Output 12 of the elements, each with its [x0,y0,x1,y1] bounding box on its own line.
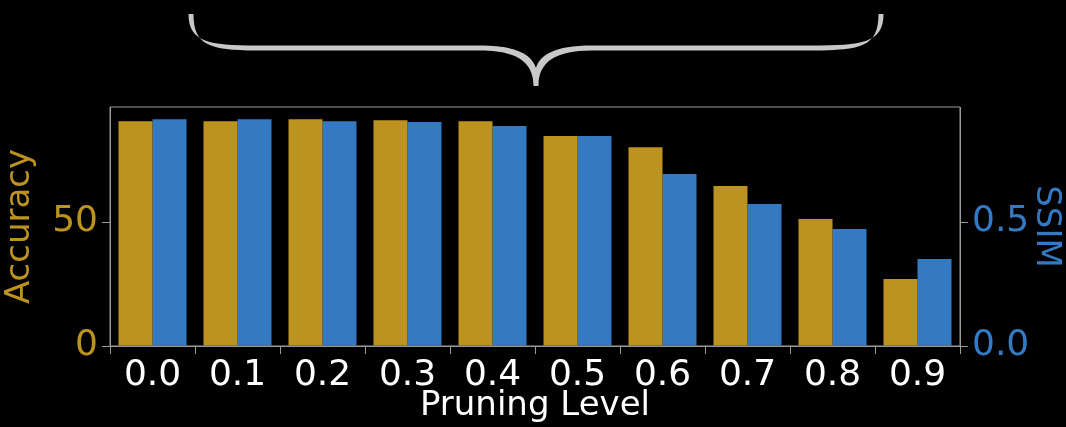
x-tick-label: 0.9 [888,351,947,393]
y-tick-label: 0 [75,322,98,364]
x-tick-label: 0.7 [718,351,777,393]
x-tick-label: 0.8 [803,351,862,393]
y2-axis-title: SSIM [1028,185,1066,268]
x-tick-label: 0.0 [123,351,182,393]
x-tick-label: 0.2 [293,351,352,393]
y-axis-title: Accuracy [0,148,38,305]
y-tick-label: 50 [52,198,98,240]
y2-tick-label: 0.5 [972,198,1030,240]
x-tick-label: 0.1 [208,351,267,393]
y2-tick-label: 0.0 [972,322,1030,364]
